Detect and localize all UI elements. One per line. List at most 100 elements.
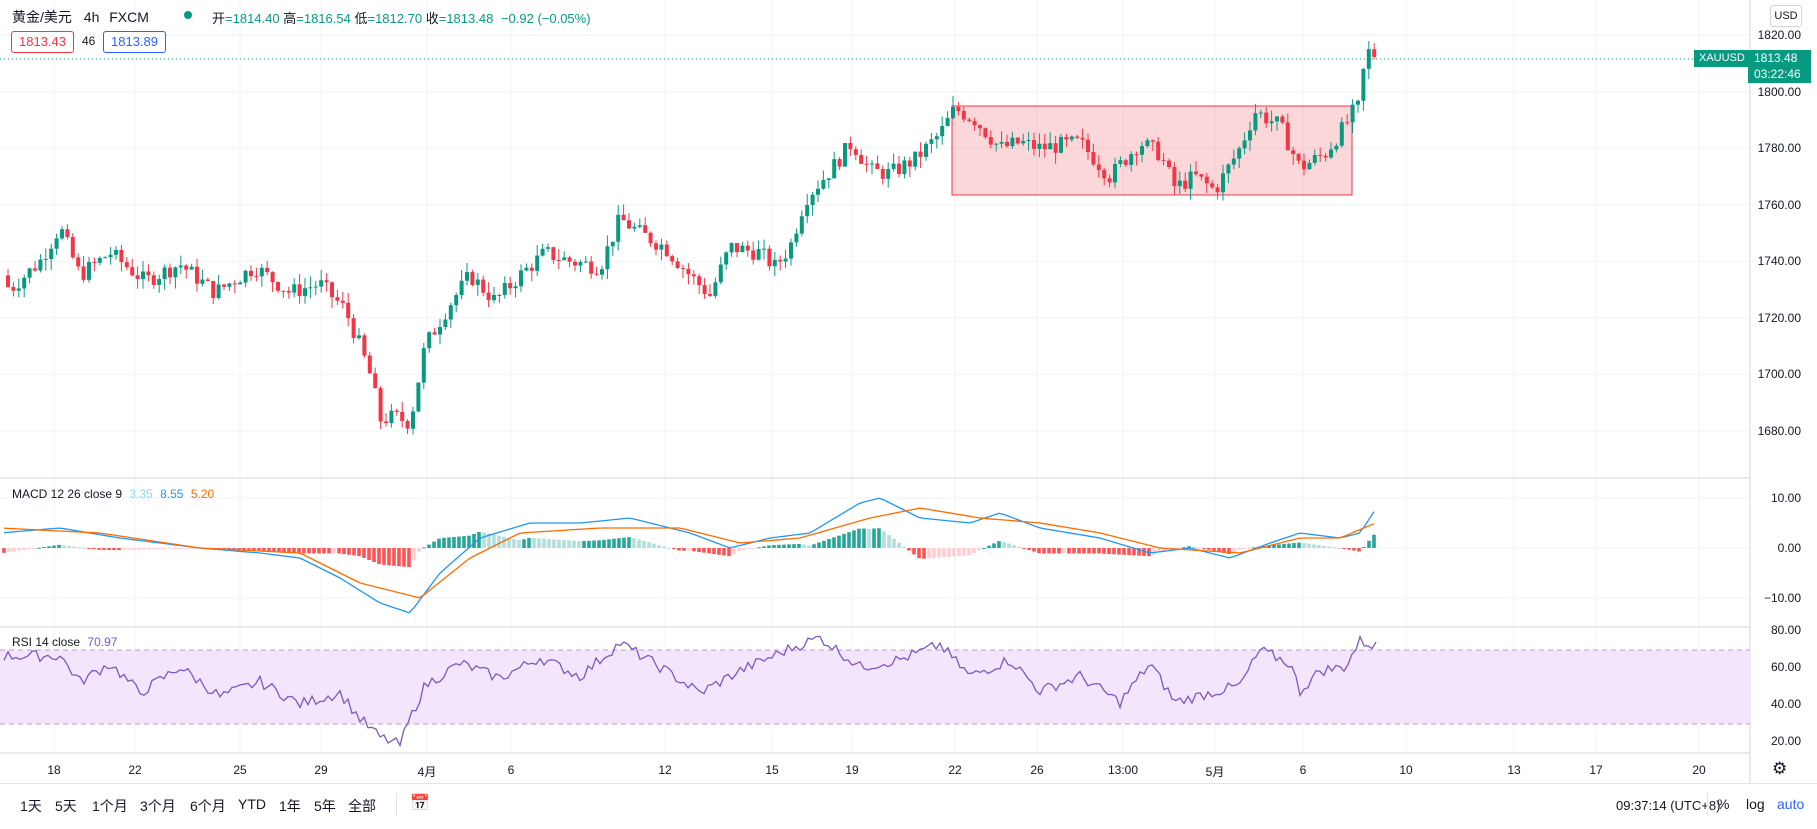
interval-label[interactable]: 4h <box>83 9 100 25</box>
candle-body <box>751 250 756 260</box>
market-status-dot[interactable] <box>184 11 192 19</box>
macd-hist-bar <box>72 546 76 548</box>
macd-hist-bar <box>117 548 121 551</box>
auto-scale-button[interactable]: auto <box>1777 796 1805 812</box>
candle-body <box>805 204 810 217</box>
macd-hist-bar <box>1372 534 1376 548</box>
buy-button[interactable]: 1813.89 <box>103 31 166 53</box>
candle-body <box>33 268 37 271</box>
range-rectangle-drawing[interactable] <box>951 105 1353 196</box>
candle-body <box>216 284 221 299</box>
macd-hist-bar <box>977 548 981 551</box>
range-button[interactable]: 1个月 <box>92 798 128 814</box>
symbol-legend[interactable]: 黄金/美元 4h FXCM <box>12 7 149 27</box>
candle-body <box>1253 113 1258 131</box>
range-button[interactable]: 全部 <box>348 798 376 814</box>
macd-hist-bar <box>887 535 891 548</box>
macd-hist-bar <box>962 548 966 556</box>
macd-hist-bar <box>822 540 826 548</box>
candle-body <box>222 284 226 287</box>
candle-body <box>594 273 599 275</box>
rsi-legend[interactable]: RSI 14 close 70.97 <box>12 635 117 649</box>
candle-body <box>459 280 464 296</box>
macd-hist-bar <box>487 533 491 548</box>
candle-body <box>988 137 993 145</box>
macd-hist-bar <box>557 539 561 548</box>
currency-button[interactable]: USD <box>1770 5 1802 27</box>
candle-body <box>189 266 194 270</box>
macd-hist-bar <box>967 548 971 556</box>
percent-scale-button[interactable]: % <box>1717 796 1730 812</box>
candle-body <box>43 259 48 261</box>
range-button[interactable]: 5年 <box>314 798 336 814</box>
macd-hist-bar <box>127 548 131 550</box>
candle-body <box>1350 104 1355 123</box>
macd-hist-bar <box>582 540 586 548</box>
settings-gear-icon[interactable]: ⚙ <box>1772 759 1788 778</box>
macd-hist-bar <box>307 548 311 554</box>
candle-body <box>934 136 939 140</box>
goto-date-calendar-icon[interactable]: 📅 <box>410 795 430 812</box>
macd-hist-bar <box>187 548 191 549</box>
rsi-tick-label: 40.00 <box>1770 697 1801 711</box>
candle-body <box>697 276 702 286</box>
symbol-name[interactable]: 黄金/美元 <box>12 9 72 25</box>
candle-body <box>670 256 675 262</box>
macd-hist-bar <box>1117 548 1121 555</box>
macd-hist-bar <box>992 543 996 548</box>
candle-body <box>1204 176 1209 184</box>
range-button[interactable]: 5天 <box>55 798 77 814</box>
macd-hist-bar <box>937 548 941 558</box>
candle-body <box>249 270 253 277</box>
macd-hist-bar <box>57 544 61 548</box>
log-scale-button[interactable]: log <box>1746 796 1765 812</box>
candle-body <box>551 247 556 261</box>
sell-button[interactable]: 1813.43 <box>11 31 74 53</box>
candle-body <box>978 125 982 129</box>
candle-body <box>340 300 345 303</box>
candle-body <box>1075 136 1080 138</box>
candle-body <box>1269 121 1274 124</box>
candle-body <box>475 279 480 285</box>
candle-body <box>1140 146 1144 155</box>
time-tick-label: 6 <box>1299 763 1307 777</box>
macd-hist-bar <box>137 548 141 550</box>
candle-body <box>178 265 183 268</box>
macd-hist-bar <box>1152 548 1156 555</box>
macd-hist-bar <box>792 544 796 548</box>
time-tick-label: 6 <box>507 763 515 777</box>
candle-body <box>119 249 124 263</box>
macd-hist-bar <box>1047 548 1051 554</box>
candle-body <box>308 287 313 289</box>
macd-hist-bar <box>522 539 526 548</box>
range-button[interactable]: 6个月 <box>190 798 226 814</box>
candle-body <box>65 229 70 237</box>
range-button[interactable]: 1天 <box>20 798 42 814</box>
macd-legend[interactable]: MACD 12 26 close 9 3.35 8.55 5.20 <box>12 487 214 501</box>
open-value: 1814.40 <box>232 11 280 26</box>
macd-hist-bar <box>917 548 921 559</box>
candle-body <box>373 373 378 389</box>
macd-hist-bar <box>1222 548 1226 553</box>
candle-body <box>227 283 232 287</box>
candle-body <box>1226 164 1231 174</box>
macd-hist-bar <box>782 544 786 548</box>
clock-display[interactable]: 09:37:14 (UTC+8) <box>1616 798 1721 813</box>
candle-body <box>286 290 291 293</box>
time-tick-label: 20 <box>1692 763 1706 777</box>
time-tick-label: 22 <box>128 763 142 777</box>
macd-hist-bar <box>757 547 761 549</box>
range-button[interactable]: 1年 <box>279 798 301 814</box>
macd-hist-bar <box>1277 544 1281 548</box>
range-button[interactable]: YTD <box>238 796 266 812</box>
chart-canvas[interactable] <box>0 0 1817 783</box>
candlestick-series[interactable] <box>6 40 1377 435</box>
candle-body <box>821 179 826 189</box>
macd-line <box>3 497 1375 614</box>
price-tick-label: 1680.00 <box>1757 424 1801 438</box>
macd-hist-bar <box>592 540 596 548</box>
range-button[interactable]: 3个月 <box>140 798 176 814</box>
macd-hist-bar <box>252 548 256 550</box>
macd-hist-bar <box>272 548 276 552</box>
macd-hist-bar <box>132 548 136 550</box>
